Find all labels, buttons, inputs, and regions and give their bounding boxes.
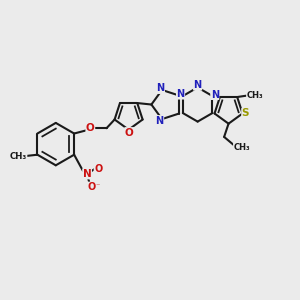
Text: N: N <box>194 80 202 90</box>
Text: S: S <box>242 109 249 118</box>
Text: N: N <box>176 89 184 99</box>
Text: +: + <box>92 166 98 175</box>
Text: O: O <box>125 128 134 138</box>
Text: N: N <box>156 83 165 94</box>
Text: N: N <box>156 116 164 126</box>
Text: N: N <box>83 169 92 179</box>
Text: CH₃: CH₃ <box>233 143 250 152</box>
Text: ⁻: ⁻ <box>95 181 100 190</box>
Text: O: O <box>94 164 102 173</box>
Text: O: O <box>86 123 95 133</box>
Text: CH₃: CH₃ <box>247 91 263 100</box>
Text: CH₃: CH₃ <box>10 152 27 161</box>
Text: N: N <box>211 89 219 100</box>
Text: O: O <box>87 182 95 192</box>
